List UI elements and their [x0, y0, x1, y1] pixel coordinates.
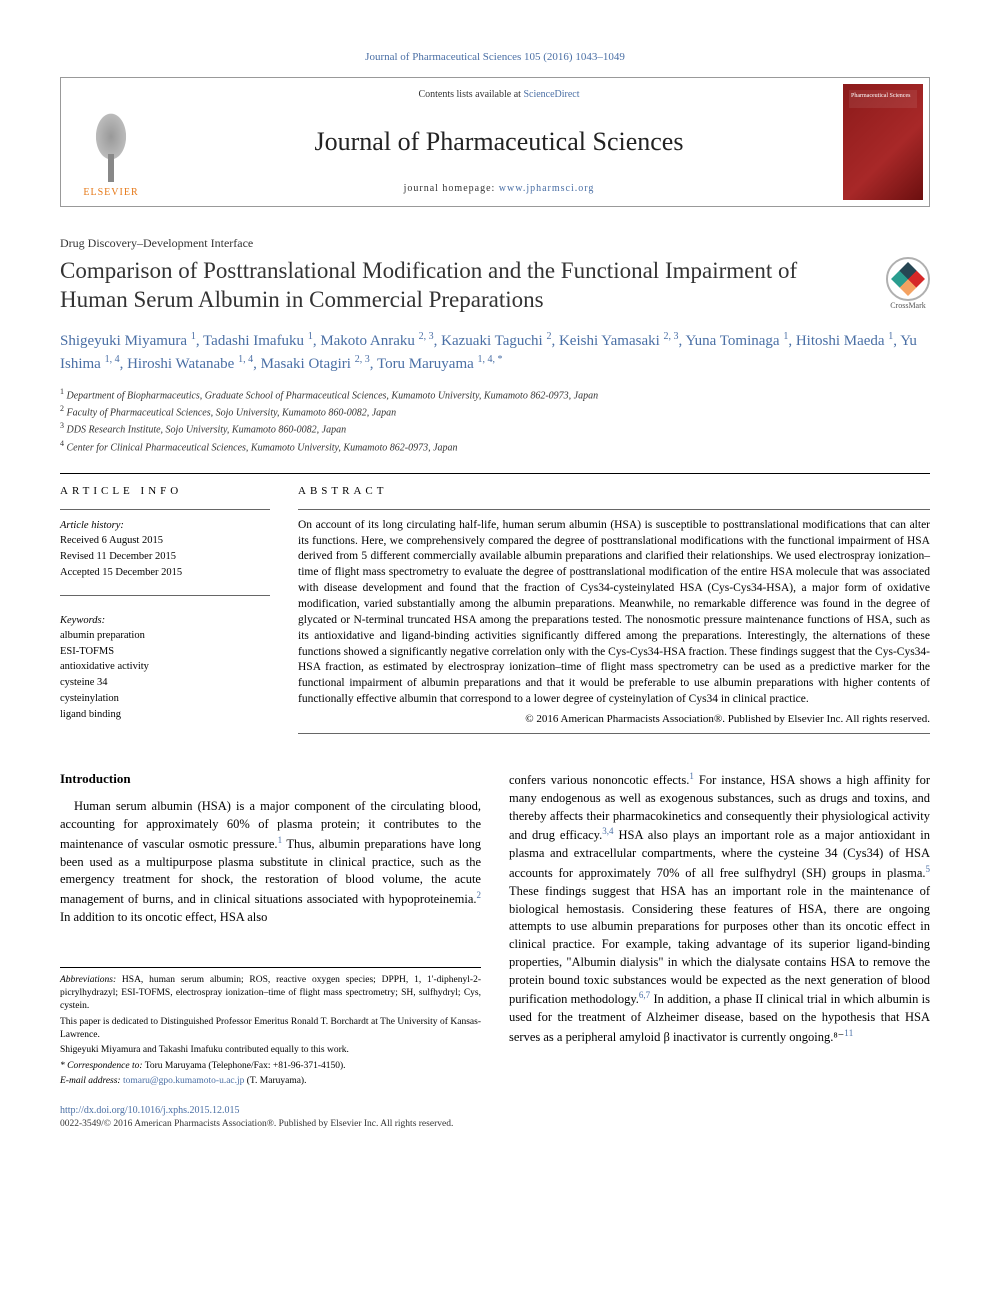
- contents-prefix: Contents lists available at: [418, 89, 523, 100]
- affiliation: 3 DDS Research Institute, Sojo Universit…: [60, 420, 930, 437]
- affiliation: 2 Faculty of Pharmaceutical Sciences, So…: [60, 403, 930, 420]
- abbreviations-text: HSA, human serum albumin; ROS, reactive …: [60, 975, 481, 1012]
- author-list: Shigeyuki Miyamura 1, Tadashi Imafuku 1,…: [60, 329, 930, 376]
- intro-para-1: Human serum albumin (HSA) is a major com…: [60, 798, 481, 927]
- sciencedirect-link[interactable]: ScienceDirect: [523, 89, 579, 100]
- thin-divider: [298, 733, 930, 734]
- thin-divider: [298, 509, 930, 510]
- elsevier-tree-icon: [81, 112, 141, 182]
- keyword: ESI-TOFMS: [60, 644, 270, 660]
- publisher-name: ELSEVIER: [83, 186, 138, 200]
- abstract-label: ABSTRACT: [298, 484, 930, 499]
- body-column-left: Introduction Human serum albumin (HSA) i…: [60, 770, 481, 1088]
- abstract-text: On account of its long circulating half-…: [298, 518, 930, 708]
- keyword: ligand binding: [60, 707, 270, 723]
- divider: [60, 473, 930, 474]
- article-history-head: Article history:: [60, 518, 270, 534]
- footnotes-block: Abbreviations: HSA, human serum albumin;…: [60, 967, 481, 1088]
- keyword: cysteine 34: [60, 675, 270, 691]
- journal-cover-thumbnail: Pharmaceutical Sciences: [843, 84, 923, 200]
- correspondence-head: * Correspondence to:: [60, 1061, 143, 1071]
- affiliation-list: 1 Department of Biopharmaceutics, Gradua…: [60, 386, 930, 455]
- article-title: Comparison of Posttranslational Modifica…: [60, 257, 866, 315]
- keyword: antioxidative activity: [60, 659, 270, 675]
- publisher-logo-block: ELSEVIER: [61, 78, 161, 206]
- affiliation: 4 Center for Clinical Pharmaceutical Sci…: [60, 438, 930, 455]
- crossmark-label: CrossMark: [890, 301, 926, 312]
- thin-divider: [60, 595, 270, 596]
- thin-divider: [60, 509, 270, 510]
- body-column-right: confers various nononcotic effects.1 For…: [509, 770, 930, 1088]
- correspondence-text: Toru Maruyama (Telephone/Fax: +81-96-371…: [143, 1061, 346, 1071]
- cover-thumbnail-wrap: Pharmaceutical Sciences: [837, 78, 929, 206]
- journal-reference: Journal of Pharmaceutical Sciences 105 (…: [60, 50, 930, 65]
- email-head: E-mail address:: [60, 1076, 121, 1086]
- history-received: Received 6 August 2015: [60, 533, 270, 549]
- doi-link[interactable]: http://dx.doi.org/10.1016/j.xphs.2015.12…: [60, 1105, 240, 1116]
- email-suffix: (T. Maruyama).: [244, 1076, 306, 1086]
- keyword: cysteinylation: [60, 691, 270, 707]
- contents-available: Contents lists available at ScienceDirec…: [169, 88, 829, 102]
- journal-banner: ELSEVIER Contents lists available at Sci…: [60, 77, 930, 207]
- article-type: Drug Discovery–Development Interface: [60, 235, 930, 251]
- cover-title-text: Pharmaceutical Sciences: [851, 92, 910, 100]
- intro-para-2: confers various nononcotic effects.1 For…: [509, 770, 930, 1047]
- keywords-head: Keywords:: [60, 614, 270, 628]
- affiliation: 1 Department of Biopharmaceutics, Gradua…: [60, 386, 930, 403]
- abbreviations-head: Abbreviations:: [60, 975, 116, 985]
- journal-homepage-link[interactable]: www.jpharmsci.org: [499, 183, 595, 194]
- journal-homepage-line: journal homepage: www.jpharmsci.org: [169, 182, 829, 196]
- issn-copyright: 0022-3549/© 2016 American Pharmacists As…: [60, 1118, 930, 1131]
- contribution-note: Shigeyuki Miyamura and Takashi Imafuku c…: [60, 1044, 481, 1057]
- keyword: albumin preparation: [60, 628, 270, 644]
- crossmark-icon: [886, 257, 930, 301]
- doi-block: http://dx.doi.org/10.1016/j.xphs.2015.12…: [60, 1104, 930, 1130]
- history-revised: Revised 11 December 2015: [60, 549, 270, 565]
- homepage-prefix: journal homepage:: [404, 183, 499, 194]
- history-accepted: Accepted 15 December 2015: [60, 565, 270, 581]
- article-info-label: ARTICLE INFO: [60, 484, 270, 499]
- introduction-heading: Introduction: [60, 770, 481, 788]
- journal-name: Journal of Pharmaceutical Sciences: [169, 124, 829, 159]
- abstract-copyright: © 2016 American Pharmacists Association®…: [298, 712, 930, 727]
- dedication-note: This paper is dedicated to Distinguished…: [60, 1016, 481, 1043]
- article-info-column: ARTICLE INFO Article history: Received 6…: [60, 484, 270, 742]
- keywords-list: albumin preparationESI-TOFMSantioxidativ…: [60, 628, 270, 723]
- crossmark-widget[interactable]: CrossMark: [886, 257, 930, 312]
- corresponding-email-link[interactable]: tomaru@gpo.kumamoto-u.ac.jp: [123, 1076, 244, 1086]
- abstract-column: ABSTRACT On account of its long circulat…: [298, 484, 930, 742]
